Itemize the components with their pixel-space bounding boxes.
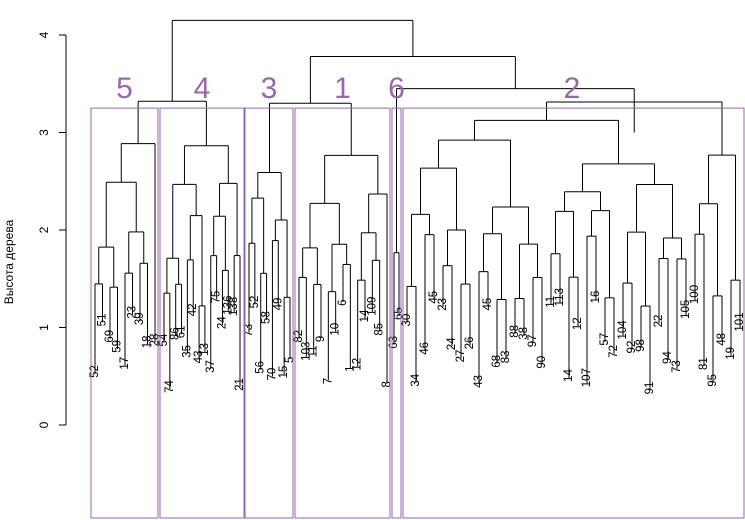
cluster-label: 6 (388, 72, 405, 105)
leaf-label: 6 (337, 299, 349, 305)
cluster-box (159, 107, 245, 519)
y-tick-label: 0 (37, 421, 51, 428)
tree: 5251695917233918285474866135424313377524… (89, 19, 745, 394)
cluster-box (90, 107, 159, 519)
y-axis-label: Высота дерева (2, 219, 16, 304)
leaf-label: 7 (322, 378, 334, 384)
cluster-label: 4 (194, 72, 211, 105)
cluster-label: 5 (116, 72, 133, 105)
cluster-box (402, 107, 745, 519)
y-tick-label: 3 (37, 129, 51, 136)
cluster-label: 3 (261, 72, 278, 105)
cluster-box (244, 107, 294, 519)
leaf-label: 1 (344, 365, 356, 371)
cluster-box (294, 107, 391, 519)
leaf-label: 8 (381, 381, 393, 387)
cluster-label: 1 (334, 72, 351, 105)
cluster-box (391, 107, 402, 519)
leaf-label: 5 (284, 357, 296, 363)
cluster-label: 2 (564, 72, 581, 105)
y-tick-label: 2 (37, 226, 51, 233)
y-tick-label: 4 (37, 31, 51, 38)
y-tick-label: 1 (37, 324, 51, 331)
cluster-boxes: 5 4 3 1 6 2 (90, 72, 745, 519)
leaf-label: 9 (315, 336, 327, 342)
y-axis: 0 1 2 3 4 (37, 31, 67, 428)
